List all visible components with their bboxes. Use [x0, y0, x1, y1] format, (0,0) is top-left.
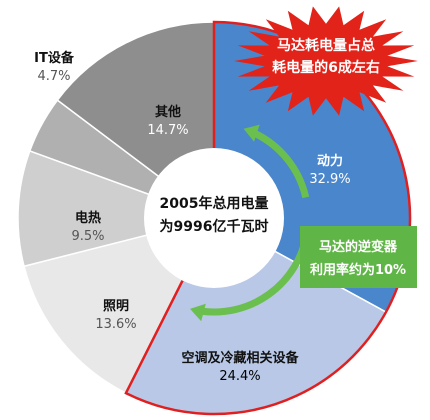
arrow-upper-head [243, 124, 260, 142]
slice-name-power: 动力 [317, 153, 343, 169]
slice-name-lighting: 照明 [103, 299, 129, 314]
slice-value-heating: 9.5% [71, 229, 104, 244]
slice-value-hvac: 24.4% [219, 369, 260, 384]
slice-value-other: 14.7% [147, 123, 188, 138]
burst-callout: 马达耗电量占总 耗电量的6成左右 [234, 6, 418, 116]
labels-layer: 动力 32.9% 空调及冷藏相关设备 24.4% 照明 13.6% 电热 9.5% IT设备 4.… [34, 50, 351, 384]
green-line2: 利用率约为10% [310, 262, 406, 278]
burst-shape [234, 6, 418, 116]
green-callout: 马达的逆变器 利用率约为10% [300, 226, 417, 288]
burst-line1: 马达耗电量占总 [277, 37, 375, 54]
green-box [300, 226, 417, 288]
slice-heating [17, 149, 217, 268]
center-hole [144, 148, 284, 288]
slice-value-lighting: 13.6% [95, 317, 136, 332]
center-title-line2: 为9996亿千瓦时 [160, 218, 269, 235]
center-title-line1: 2005年总用电量 [160, 195, 269, 212]
arrow-upper [252, 129, 310, 199]
slice-value-power: 32.9% [309, 172, 350, 187]
slice-name-heating: 电热 [75, 210, 101, 226]
green-line1: 马达的逆变器 [319, 239, 398, 255]
slice-name-it: IT设备 [34, 50, 75, 66]
slice-name-hvac: 空调及冷藏相关设备 [181, 350, 299, 366]
arrow-lower-head [190, 303, 206, 322]
slice-value-it: 4.7% [37, 69, 70, 84]
slice-name-other: 其他 [155, 104, 181, 120]
burst-line2: 耗电量的6成左右 [272, 59, 380, 76]
